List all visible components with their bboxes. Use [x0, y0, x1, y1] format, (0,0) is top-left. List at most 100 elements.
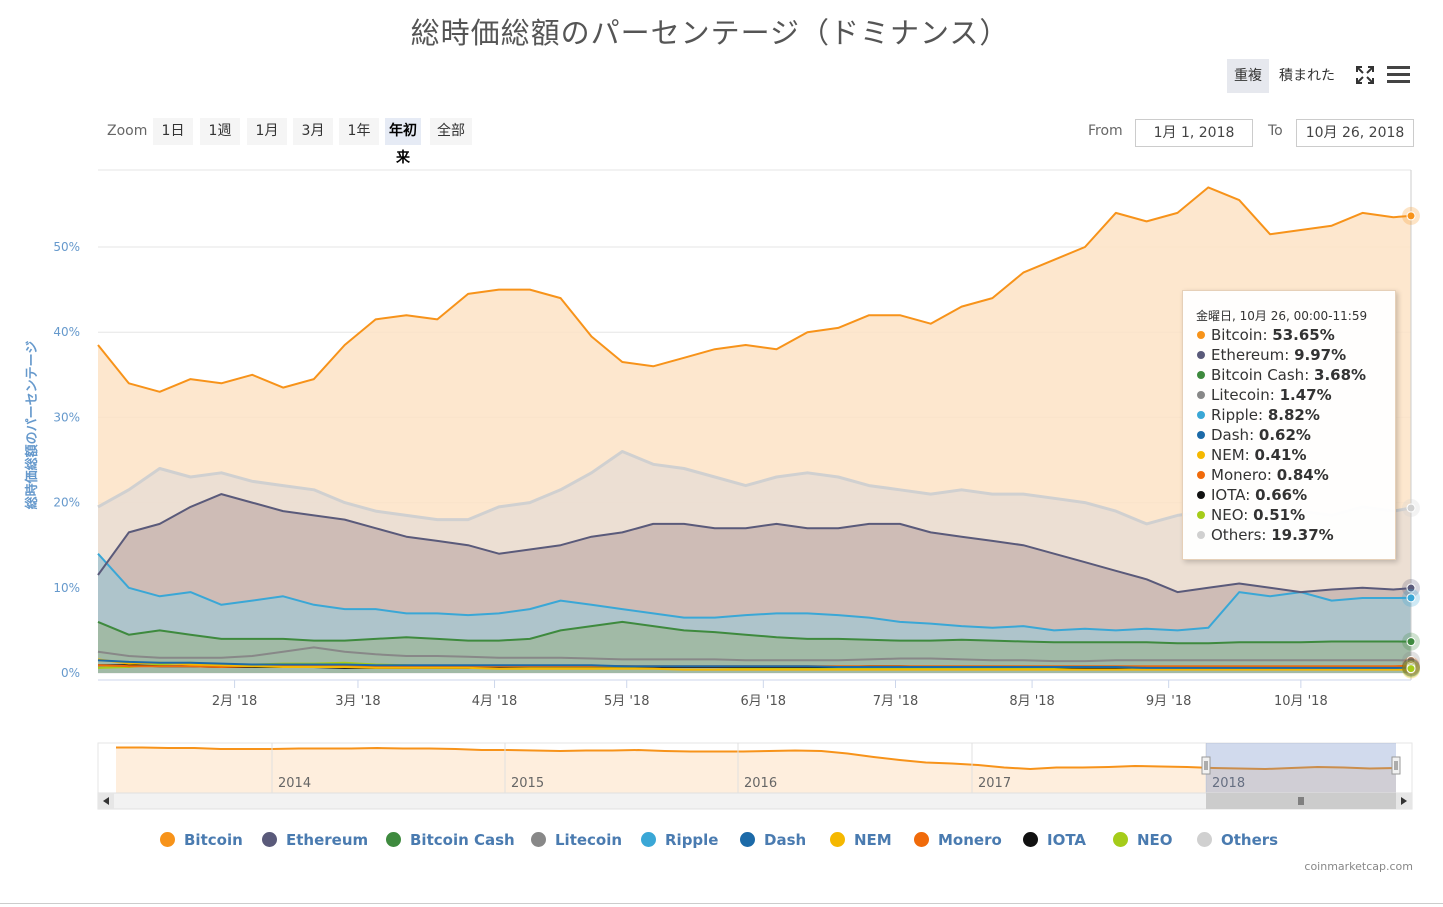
tooltip-dot-icon — [1197, 451, 1205, 459]
legend-item-bitcoin-cash[interactable]: Bitcoin Cash — [386, 828, 515, 852]
zoom-1d-button[interactable]: 1日 — [153, 118, 193, 145]
tooltip-dot-icon — [1197, 391, 1205, 399]
range-to-label: To — [1268, 123, 1283, 139]
legend-dot-icon — [531, 832, 546, 847]
legend-item-ripple[interactable]: Ripple — [641, 828, 718, 852]
zoom-1w-button[interactable]: 1週 — [200, 118, 240, 145]
legend-label: Others — [1221, 831, 1279, 849]
legend-item-neo[interactable]: NEO — [1113, 828, 1173, 852]
zoom-1y-button[interactable]: 1年 — [339, 118, 379, 145]
tooltip-row-litecoin: Litecoin: 1.47% — [1197, 385, 1332, 405]
tooltip-header: 金曜日, 10月 26, 00:00-11:59 — [1196, 309, 1368, 323]
navigator-tick-label: 2017 — [978, 776, 1011, 791]
navigator-selection[interactable] — [1206, 743, 1396, 793]
legend-dot-icon — [914, 832, 929, 847]
hover-marker-ripple — [1406, 593, 1416, 603]
tooltip-series-name: NEO: — [1211, 506, 1254, 524]
legend-item-iota[interactable]: IOTA — [1023, 828, 1086, 852]
y-axis-title: 総時価総額のパーセンテージ — [24, 341, 40, 510]
x-tick-label: 8月 '18 — [1009, 694, 1055, 709]
legend-item-litecoin[interactable]: Litecoin — [531, 828, 622, 852]
navigator-handle[interactable] — [1391, 756, 1401, 775]
legend-dot-icon — [160, 832, 175, 847]
hover-marker-others — [1406, 503, 1416, 513]
navigator-tick-label: 2015 — [511, 776, 544, 791]
legend-item-dash[interactable]: Dash — [740, 828, 806, 852]
data-tooltip: 金曜日, 10月 26, 00:00-11:59 Bitcoin: 53.65%… — [1182, 290, 1396, 560]
tooltip-row-nem: NEM: 0.41% — [1197, 445, 1307, 465]
hover-marker-bitcoin-cash — [1406, 637, 1416, 647]
navigator-handle[interactable] — [1201, 756, 1211, 775]
line-ethereum — [97, 493, 1412, 594]
tooltip-row-dash: Dash: 0.62% — [1197, 425, 1311, 445]
tooltip-series-value: 0.41% — [1254, 446, 1307, 464]
tooltip-series-name: IOTA: — [1211, 486, 1256, 504]
x-tick-label: 6月 '18 — [741, 694, 787, 709]
tooltip-series-value: 53.65% — [1272, 326, 1335, 344]
fullscreen-icon[interactable] — [1355, 65, 1375, 85]
hover-marker-ethereum — [1406, 583, 1416, 593]
stacked-view-button[interactable]: 積まれた — [1279, 68, 1335, 84]
navigator-series-fill — [116, 747, 1396, 793]
range-from-input[interactable]: 1月 1, 2018 — [1135, 119, 1253, 147]
line-bitcoin — [97, 186, 1412, 393]
tooltip-row-neo: NEO: 0.51% — [1197, 505, 1305, 525]
tooltip-series-name: Bitcoin: — [1211, 326, 1273, 344]
hover-marker-bitcoin — [1406, 211, 1416, 221]
legend-dot-icon — [740, 832, 755, 847]
zoom-1m-button[interactable]: 1月 — [247, 118, 287, 145]
legend-item-others[interactable]: Others — [1197, 828, 1278, 852]
legend-item-ethereum[interactable]: Ethereum — [262, 828, 368, 852]
tooltip-row-bitcoin-cash: Bitcoin Cash: 3.68% — [1197, 365, 1366, 385]
legend-dot-icon — [1023, 832, 1038, 847]
legend-dot-icon — [386, 832, 401, 847]
tooltip-series-name: Ripple: — [1211, 406, 1268, 424]
legend-dot-icon — [1113, 832, 1128, 847]
scroll-right-arrow-icon — [1401, 797, 1407, 805]
navigator-tick-label: 2016 — [744, 776, 777, 791]
hover-marker-neo — [1406, 664, 1416, 674]
legend-label: Bitcoin Cash — [410, 831, 515, 849]
tooltip-row-monero: Monero: 0.84% — [1197, 465, 1329, 485]
tooltip-dot-icon — [1197, 351, 1205, 359]
x-tick-label: 5月 '18 — [604, 694, 650, 709]
credits-link[interactable]: coinmarketcap.com — [1304, 860, 1413, 873]
y-tick-label: 30% — [53, 410, 80, 424]
tooltip-dot-icon — [1197, 331, 1205, 339]
tooltip-row-ripple: Ripple: 8.82% — [1197, 405, 1320, 425]
legend-dot-icon — [830, 832, 845, 847]
overlap-view-button[interactable]: 重複 — [1227, 59, 1269, 93]
zoom-3m-button[interactable]: 3月 — [293, 118, 333, 145]
legend-label: NEO — [1137, 831, 1173, 849]
legend-dot-icon — [262, 832, 277, 847]
legend-item-monero[interactable]: Monero — [914, 828, 1002, 852]
zoom-label: Zoom — [107, 123, 148, 139]
legend-label: Monero — [938, 831, 1002, 849]
legend-label: Bitcoin — [184, 831, 243, 849]
x-tick-label: 7月 '18 — [873, 694, 919, 709]
zoom-all-button[interactable]: 全部 — [430, 118, 472, 145]
legend-label: Dash — [764, 831, 807, 849]
tooltip-row-iota: IOTA: 0.66% — [1197, 485, 1307, 505]
range-to-input[interactable]: 10月 26, 2018 — [1296, 119, 1414, 147]
legend-label: IOTA — [1047, 831, 1087, 849]
tooltip-series-value: 0.62% — [1258, 426, 1311, 444]
tooltip-dot-icon — [1197, 491, 1205, 499]
legend-item-bitcoin[interactable]: Bitcoin — [160, 828, 243, 852]
navigator-tick-label: 2018 — [1212, 776, 1245, 791]
hamburger-menu-icon[interactable] — [1387, 65, 1411, 85]
zoom-ytd-button[interactable]: 年初来 — [385, 118, 421, 166]
tooltip-series-value: 3.68% — [1314, 366, 1367, 384]
x-tick-label: 4月 '18 — [472, 694, 518, 709]
navigator-series-line — [116, 746, 1397, 771]
tooltip-dot-icon — [1197, 471, 1205, 479]
tooltip-dot-icon — [1197, 531, 1205, 539]
tooltip-dot-icon — [1197, 511, 1205, 519]
tooltip-series-value: 9.97% — [1294, 346, 1347, 364]
legend-item-nem[interactable]: NEM — [830, 828, 892, 852]
tooltip-dot-icon — [1197, 411, 1205, 419]
tooltip-series-name: Monero: — [1211, 466, 1277, 484]
chart-legend: Bitcoin Ethereum Bitcoin Cash Litecoin Rippl… — [0, 828, 1443, 852]
line-litecoin — [97, 646, 1412, 663]
